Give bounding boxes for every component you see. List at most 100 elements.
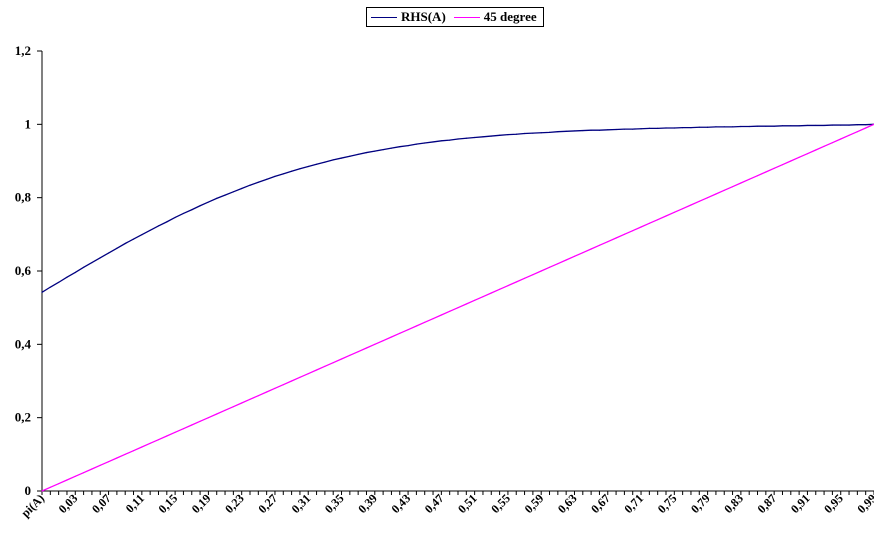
- data-point-rhs-a: [291, 170, 293, 172]
- data-point-45-degree: [291, 380, 293, 382]
- data-point-rhs-a: [823, 124, 825, 127]
- data-point-45-degree: [274, 387, 276, 389]
- data-point-45-degree: [149, 442, 151, 444]
- data-point-rhs-a: [765, 125, 767, 127]
- x-tick-label: 0,51: [455, 491, 480, 516]
- data-point-45-degree: [840, 138, 842, 140]
- data-point-rhs-a: [357, 153, 359, 155]
- data-point-45-degree: [166, 435, 168, 437]
- y-tick-labels: 0 0,2 0,4 0,6 0,8 1 1,2: [15, 43, 32, 498]
- data-point-45-degree: [457, 307, 459, 309]
- data-point-45-degree: [499, 288, 501, 290]
- data-point-rhs-a: [191, 209, 193, 211]
- data-point-rhs-a: [831, 124, 834, 126]
- data-point-45-degree: [357, 351, 359, 353]
- y-tick-label: 0,4: [15, 336, 32, 351]
- data-point-45-degree: [490, 292, 492, 294]
- data-point-45-degree: [91, 468, 93, 470]
- data-point-45-degree: [682, 208, 684, 210]
- data-point-rhs-a: [282, 173, 284, 175]
- data-point-45-degree: [731, 186, 734, 188]
- data-point-45-degree: [815, 149, 817, 151]
- data-point-rhs-a: [856, 124, 858, 126]
- data-point-rhs-a: [657, 127, 659, 129]
- data-point-rhs-a: [157, 225, 160, 227]
- data-point-rhs-a: [124, 242, 126, 245]
- data-point-rhs-a: [266, 178, 268, 180]
- data-point-45-degree: [632, 230, 634, 232]
- data-point-45-degree: [474, 299, 476, 301]
- data-point-45-degree: [382, 340, 384, 342]
- data-point-45-degree: [648, 222, 650, 224]
- data-point-rhs-a: [241, 187, 243, 190]
- data-point-rhs-a: [74, 271, 76, 274]
- data-point-rhs-a: [540, 132, 542, 134]
- data-point-45-degree: [390, 336, 393, 338]
- legend-swatch-45-degree: [453, 16, 480, 18]
- data-point-45-degree: [790, 160, 792, 162]
- data-point-rhs-a: [707, 126, 709, 128]
- data-point-45-degree: [532, 274, 534, 276]
- data-point-rhs-a: [557, 131, 559, 133]
- data-point-45-degree: [640, 226, 642, 228]
- data-point-45-degree: [598, 244, 601, 246]
- data-point-45-degree: [282, 384, 284, 386]
- data-point-45-degree: [432, 318, 434, 320]
- data-point-45-degree: [99, 464, 101, 466]
- data-point-45-degree: [565, 259, 567, 261]
- data-point-45-degree: [257, 395, 259, 397]
- x-tick-label: 0,59: [522, 491, 547, 516]
- data-point-45-degree: [199, 420, 201, 422]
- data-point-45-degree: [665, 215, 667, 217]
- data-point-rhs-a: [66, 276, 68, 278]
- data-point-45-degree: [865, 127, 867, 129]
- data-point-rhs-a: [590, 129, 592, 131]
- x-tick-label: pi(A): [18, 491, 47, 520]
- data-point-rhs-a: [523, 132, 526, 135]
- data-point-45-degree: [182, 428, 185, 430]
- data-point-45-degree: [673, 211, 675, 213]
- data-point-45-degree: [174, 431, 176, 433]
- data-point-rhs-a: [232, 191, 234, 193]
- data-point-45-degree: [657, 219, 659, 221]
- data-point-rhs-a: [407, 145, 409, 147]
- data-point-rhs-a: [781, 125, 784, 127]
- legend-item-45-degree: 45 degree: [453, 9, 537, 25]
- data-point-45-degree: [340, 358, 343, 360]
- data-point-rhs-a: [840, 124, 842, 126]
- data-point-45-degree: [349, 354, 351, 356]
- data-point-45-degree: [424, 321, 426, 323]
- y-tick-label: 0,8: [15, 190, 32, 205]
- data-point-45-degree: [157, 439, 160, 441]
- data-point-rhs-a: [141, 234, 143, 236]
- data-point-45-degree: [515, 281, 517, 283]
- data-point-45-degree: [232, 406, 234, 408]
- data-point-rhs-a: [257, 181, 259, 183]
- data-point-rhs-a: [632, 128, 634, 130]
- data-point-45-degree: [107, 461, 110, 463]
- data-point-rhs-a: [365, 151, 368, 154]
- data-point-rhs-a: [565, 130, 567, 132]
- y-tick-label: 1,2: [15, 43, 31, 58]
- data-point-rhs-a: [665, 127, 667, 129]
- data-point-45-degree: [449, 310, 451, 312]
- y-tick-label: 0: [25, 483, 32, 498]
- x-tick-label: 0,63: [555, 491, 580, 516]
- x-tick-label: 0,11: [123, 491, 147, 515]
- data-point-rhs-a: [806, 124, 809, 127]
- data-point-45-degree: [540, 270, 542, 272]
- y-tick-label: 0,6: [15, 263, 32, 278]
- data-point-45-degree: [548, 266, 551, 268]
- data-point-45-degree: [748, 178, 750, 180]
- x-tick-label: 0,19: [189, 491, 214, 516]
- data-point-rhs-a: [607, 129, 609, 131]
- data-point-45-degree: [573, 255, 576, 257]
- data-point-rhs-a: [573, 130, 576, 132]
- legend-label-45-degree: 45 degree: [483, 9, 537, 24]
- data-point-45-degree: [856, 131, 858, 133]
- data-point-rhs-a: [432, 141, 434, 143]
- data-point-45-degree: [723, 189, 725, 191]
- series-points-45-degree: [41, 123, 874, 492]
- data-point-rhs-a: [224, 194, 226, 196]
- data-point-rhs-a: [623, 128, 626, 130]
